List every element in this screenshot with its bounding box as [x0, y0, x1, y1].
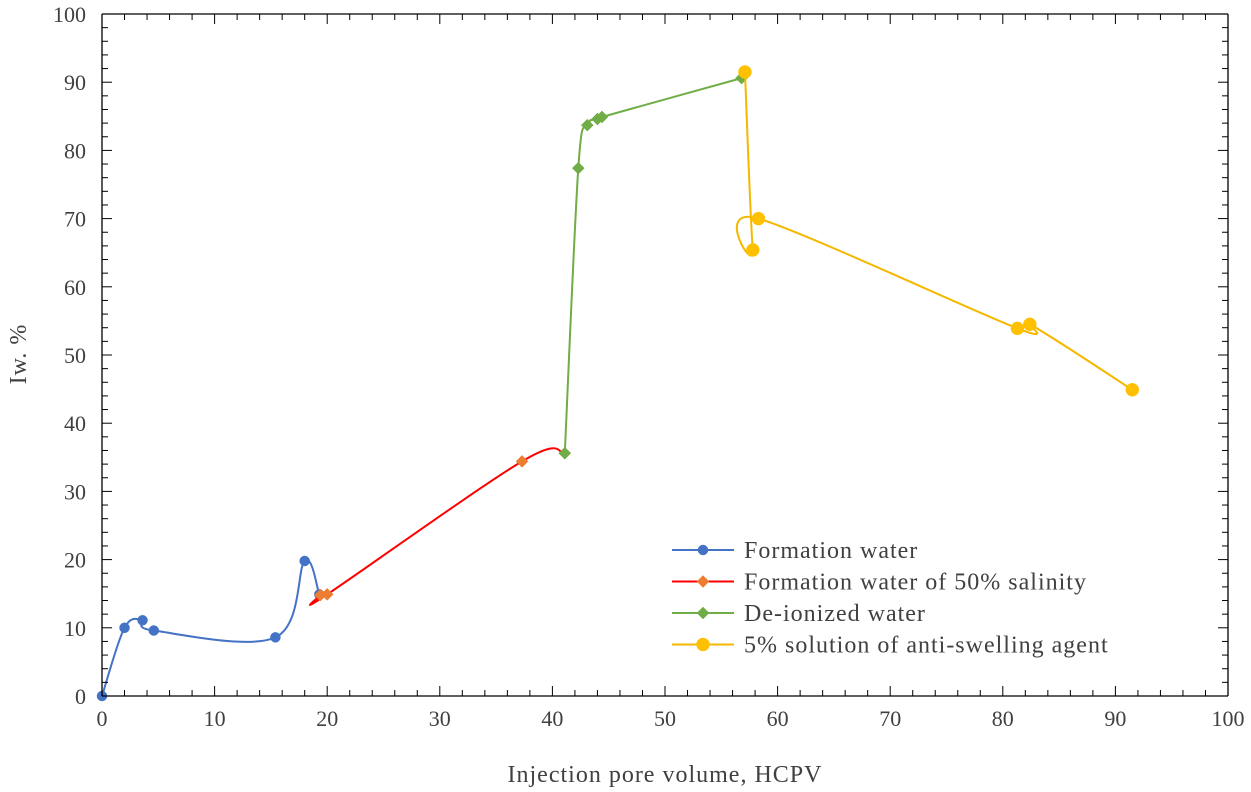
y-tick-label: 30: [64, 479, 86, 504]
series-1: [96, 555, 325, 702]
y-tick-label: 0: [75, 684, 86, 709]
y-tick-label: 20: [64, 548, 86, 573]
x-tick-label: 100: [1212, 706, 1245, 731]
x-tick-label: 40: [541, 706, 563, 731]
series-3: [558, 71, 748, 460]
x-tick-label: 70: [879, 706, 901, 731]
series-layer: [96, 65, 1140, 702]
data-point: [571, 161, 585, 175]
x-axis-title: Injection pore volume, HCPV: [508, 762, 823, 788]
data-point: [299, 555, 310, 567]
series-4: [736, 65, 1140, 397]
data-point: [580, 118, 594, 132]
plot-area: [96, 65, 1140, 702]
x-tick-label: 10: [204, 706, 226, 731]
data-point: [746, 243, 760, 257]
x-tick-label: 80: [992, 706, 1014, 731]
y-axis-title: Iw. %: [6, 324, 32, 385]
data-point: [751, 211, 766, 226]
data-point: [148, 625, 160, 636]
y-tick-label: 40: [64, 411, 86, 436]
data-point: [1010, 321, 1025, 336]
data-point: [595, 110, 609, 124]
x-tick-label: 30: [429, 706, 451, 731]
x-tick-label: 0: [97, 706, 108, 731]
series-line: [309, 447, 565, 606]
x-tick-label: 50: [654, 706, 676, 731]
series-line: [736, 71, 1133, 391]
legend-entry: De-ionized water: [672, 601, 926, 627]
data-point: [270, 632, 281, 643]
data-point: [738, 65, 752, 79]
legend-label: 5% solution of anti-swelling agent: [744, 633, 1109, 659]
legend-label: Formation water: [744, 538, 918, 564]
data-point: [515, 455, 529, 468]
legend-entry: Formation water: [672, 538, 918, 564]
y-tick-label: 80: [64, 138, 86, 163]
y-tick-label: 100: [53, 2, 86, 27]
y-tick-label: 10: [64, 616, 86, 641]
y-tick-label: 60: [64, 275, 86, 300]
y-tick-label: 90: [64, 70, 86, 95]
series-line: [563, 77, 742, 454]
axes: 0 10 20 30 40 50 60 70 80 90 100 0 10 20 30 40 50 60 70 80 9…: [53, 2, 1245, 731]
data-point: [137, 615, 148, 626]
x-tick-label: 60: [767, 706, 789, 731]
x-tick-label: 90: [1104, 706, 1126, 731]
x-tick-label: 20: [316, 706, 338, 731]
legend-marker: [696, 575, 710, 588]
legend-label: De-ionized water: [744, 601, 926, 627]
data-point: [320, 588, 334, 601]
series-line: [101, 558, 321, 697]
legend-entry: Formation water of 50% salinity: [672, 570, 1087, 596]
legend-marker: [697, 544, 709, 556]
legend-entry: 5% solution of anti-swelling agent: [672, 633, 1109, 659]
data-point: [119, 622, 130, 634]
data-point: [1125, 383, 1140, 397]
y-tick-label: 70: [64, 207, 86, 232]
legend-marker: [696, 606, 710, 620]
data-point: [1023, 317, 1037, 332]
legend-label: Formation water of 50% salinity: [744, 570, 1087, 596]
y-tick-label: 50: [64, 343, 86, 368]
legend: Formation water Formation water of 50% sa…: [672, 538, 1109, 659]
series-2: [309, 446, 572, 606]
data-point: [558, 446, 572, 460]
legend-marker: [696, 637, 710, 652]
